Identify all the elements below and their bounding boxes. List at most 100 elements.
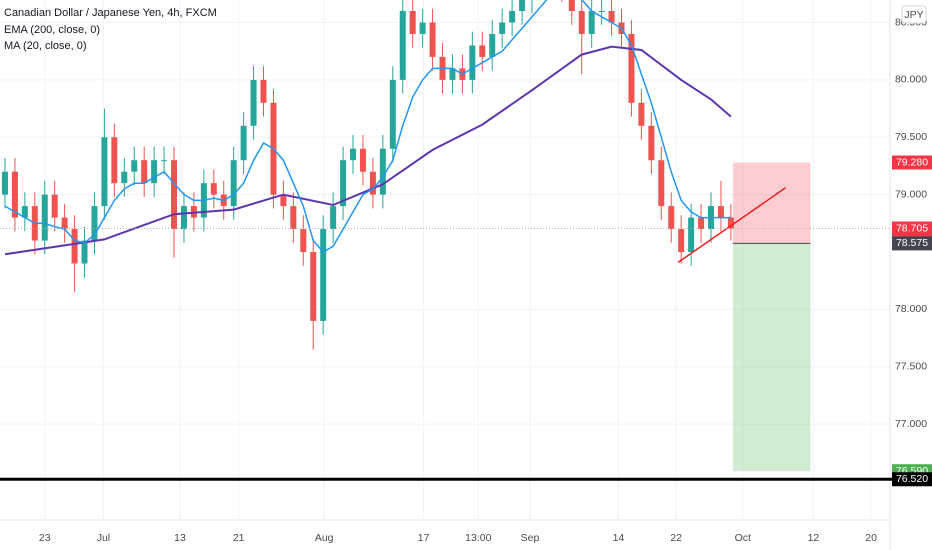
candle-body: [698, 217, 705, 230]
position-zone: [732, 162, 811, 244]
candle-body: [429, 22, 436, 57]
y-tick-label: 79.500: [895, 131, 927, 143]
chart-title: Canadian Dollar / Japanese Yen, 4h, FXCM: [4, 7, 217, 19]
candle-body: [409, 11, 416, 34]
x-tick-label: 21: [233, 532, 245, 544]
legend-entry: EMA (200, close, 0): [4, 24, 100, 36]
candle-body: [290, 206, 297, 230]
candle-body: [499, 22, 506, 34]
y-tick-label: 78.000: [895, 303, 927, 315]
candle-body: [419, 22, 426, 34]
x-tick-label: 20: [865, 532, 877, 544]
candle-body: [727, 217, 734, 229]
candle-body: [61, 217, 68, 230]
candle-body: [658, 160, 665, 207]
candle-body: [598, 11, 605, 13]
time-axis: [0, 520, 890, 550]
price-label: 78.705: [896, 222, 928, 234]
candle-body: [648, 125, 655, 161]
candle-body: [121, 171, 128, 184]
indicator-line: [4, 45, 732, 256]
x-tick-label: 13: [174, 532, 186, 544]
candle-body: [41, 194, 48, 241]
candle-body: [180, 206, 187, 230]
candle-body: [320, 229, 327, 321]
candle-body: [161, 160, 168, 162]
price-label: 78.575: [896, 237, 928, 249]
candle-body: [330, 206, 337, 230]
candle-body: [51, 194, 58, 218]
candle-body: [171, 160, 178, 230]
candle-body: [81, 240, 88, 264]
candle-body: [350, 148, 357, 161]
candle-body: [389, 79, 396, 149]
candle-body: [578, 11, 585, 34]
candle-body: [101, 137, 108, 207]
candle-body: [310, 252, 317, 321]
candle-body: [250, 79, 257, 126]
candle-body: [608, 11, 615, 23]
candle-body: [91, 206, 98, 241]
candle-body: [359, 148, 366, 172]
price-label: 79.280: [896, 156, 928, 168]
y-tick-label: 80.000: [895, 74, 927, 86]
candle-body: [449, 68, 456, 80]
price-label-box: [892, 236, 932, 251]
candle-body: [240, 125, 247, 161]
candle-body: [151, 160, 158, 184]
price-axis: [890, 0, 932, 550]
candle-body: [111, 137, 118, 184]
x-tick-label: 12: [808, 532, 820, 544]
x-tick-label: 13:00: [465, 532, 491, 544]
y-tick-label: 77.000: [895, 418, 927, 430]
legend-entry: MA (20, close, 0): [4, 40, 87, 52]
indicator-line: [4, 0, 731, 253]
x-tick-label: Oct: [735, 532, 751, 544]
grid: [0, 0, 890, 520]
x-tick-label: 23: [39, 532, 51, 544]
candle-body: [280, 194, 287, 207]
candle-body: [519, 0, 526, 12]
candle-body: [489, 33, 496, 57]
candle-body: [688, 217, 695, 253]
price-label: 76.520: [896, 473, 928, 485]
plot-area: [0, 0, 890, 472]
candle-body: [131, 160, 138, 172]
candle-body: [260, 79, 267, 103]
candle-body: [21, 206, 28, 218]
candle-body: [340, 160, 347, 207]
candle-body: [628, 33, 635, 103]
candle-body: [588, 11, 595, 34]
candle-body: [141, 160, 148, 184]
x-tick-label: Sep: [521, 532, 540, 544]
candle-body: [469, 45, 476, 80]
y-tick-label: 77.500: [895, 361, 927, 373]
x-tick-label: Jul: [97, 532, 110, 544]
price-label-box: [892, 472, 932, 487]
currency-label: JPY: [904, 9, 923, 21]
candle-body: [399, 11, 406, 80]
candle-body: [71, 229, 78, 264]
candle-body: [11, 171, 18, 218]
x-tick-label: 17: [418, 532, 430, 544]
x-tick-label: 14: [613, 532, 625, 544]
candle-body: [509, 11, 516, 23]
currency-badge: [901, 5, 927, 24]
candle-body: [638, 102, 645, 126]
candle-body: [379, 148, 386, 195]
y-tick-label: 79.000: [895, 188, 927, 200]
x-tick-label: Aug: [315, 532, 334, 544]
candle-body: [1, 171, 8, 195]
candle-body: [668, 206, 675, 230]
position-zone: [732, 243, 811, 472]
candle-body: [230, 160, 237, 207]
candle-body: [369, 171, 376, 195]
price-label-box: [892, 155, 932, 170]
trend-line: [677, 187, 787, 263]
candle-body: [568, 0, 575, 12]
candle-body: [479, 45, 486, 57]
x-tick-label: 22: [670, 532, 682, 544]
candle-body: [210, 183, 217, 195]
